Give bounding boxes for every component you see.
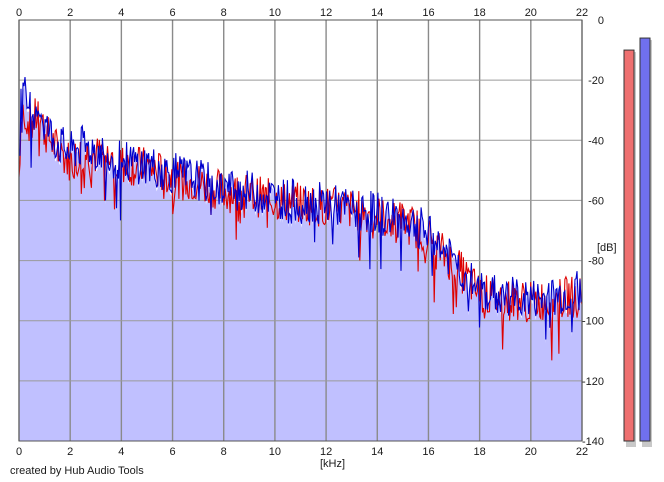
x-tick-label-bottom: 12 — [320, 446, 332, 458]
x-tick-label-top: 16 — [422, 7, 434, 19]
x-tick-label-bottom: 6 — [169, 446, 175, 458]
x-tick-label-bottom: 0 — [16, 446, 22, 458]
x-tick-label-top: 8 — [221, 7, 227, 19]
y-tick-label: -120 — [582, 376, 604, 388]
series-layer — [18, 77, 583, 361]
series-line-2 — [18, 77, 583, 340]
x-tick-label-bottom: 8 — [221, 446, 227, 458]
y-tick-label: 0 — [598, 15, 604, 27]
level-meters — [623, 37, 652, 448]
tick-labels: 002244668810101212141416161818202022220-… — [16, 7, 604, 458]
x-tick-label-top: 22 — [576, 7, 588, 19]
x-tick-label-top: 14 — [371, 7, 383, 19]
x-tick-label-top: 4 — [118, 7, 124, 19]
x-tick-label-bottom: 4 — [118, 446, 124, 458]
plot-frame — [18, 19, 583, 442]
x-tick-label-top: 20 — [525, 7, 537, 19]
y-tick-label: -20 — [588, 75, 604, 87]
y-tick-label: -80 — [588, 256, 604, 268]
x-tick-label-top: 10 — [269, 7, 281, 19]
x-tick-label-top: 6 — [169, 7, 175, 19]
x-tick-label-top: 18 — [474, 7, 486, 19]
level-meter-bar-1 — [623, 49, 635, 442]
x-tick-label-bottom: 18 — [474, 446, 486, 458]
x-tick-label-bottom: 20 — [525, 446, 537, 458]
x-tick-label-top: 2 — [67, 7, 73, 19]
credit-text: created by Hub Audio Tools — [10, 465, 144, 477]
x-tick-label-bottom: 16 — [422, 446, 434, 458]
x-tick-label-bottom: 14 — [371, 446, 383, 458]
level-meter-bar-2 — [639, 37, 651, 442]
x-tick-label-bottom: 10 — [269, 446, 281, 458]
x-tick-label-top: 0 — [16, 7, 22, 19]
y-tick-label: -60 — [588, 195, 604, 207]
y-tick-label: -40 — [588, 135, 604, 147]
y-axis-unit-label: [dB] — [597, 242, 617, 254]
x-tick-label-bottom: 22 — [576, 446, 588, 458]
x-axis-unit-label: [kHz] — [320, 458, 345, 470]
y-tick-label: -140 — [582, 436, 604, 448]
x-tick-label-top: 12 — [320, 7, 332, 19]
y-tick-label: -100 — [582, 316, 604, 328]
x-tick-label-bottom: 2 — [67, 446, 73, 458]
